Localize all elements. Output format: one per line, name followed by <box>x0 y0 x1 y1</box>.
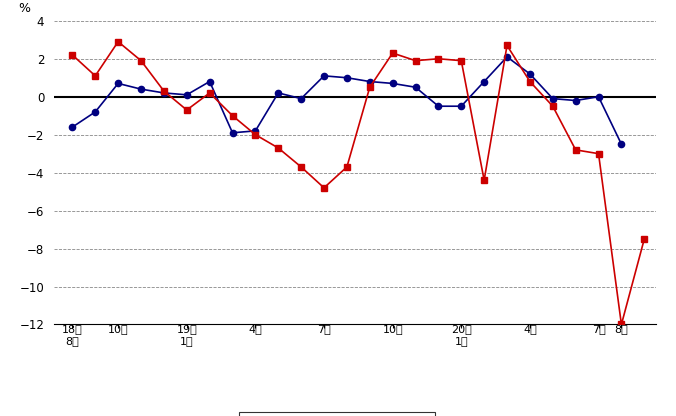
Text: %: % <box>18 2 30 15</box>
Text: 18年
8月: 18年 8月 <box>62 324 82 346</box>
Text: 10月: 10月 <box>383 324 403 334</box>
Text: 8月: 8月 <box>614 324 628 334</box>
Text: 4月: 4月 <box>249 324 262 334</box>
Legend: 総実労働時間, 所定外労働時間: 総実労働時間, 所定外労働時間 <box>239 411 435 416</box>
Text: 4月: 4月 <box>523 324 537 334</box>
Text: 7月: 7月 <box>592 324 606 334</box>
Text: 20年
1月: 20年 1月 <box>451 324 472 346</box>
Text: 7月: 7月 <box>317 324 331 334</box>
Text: 10月: 10月 <box>107 324 128 334</box>
Text: 19年
1月: 19年 1月 <box>176 324 197 346</box>
